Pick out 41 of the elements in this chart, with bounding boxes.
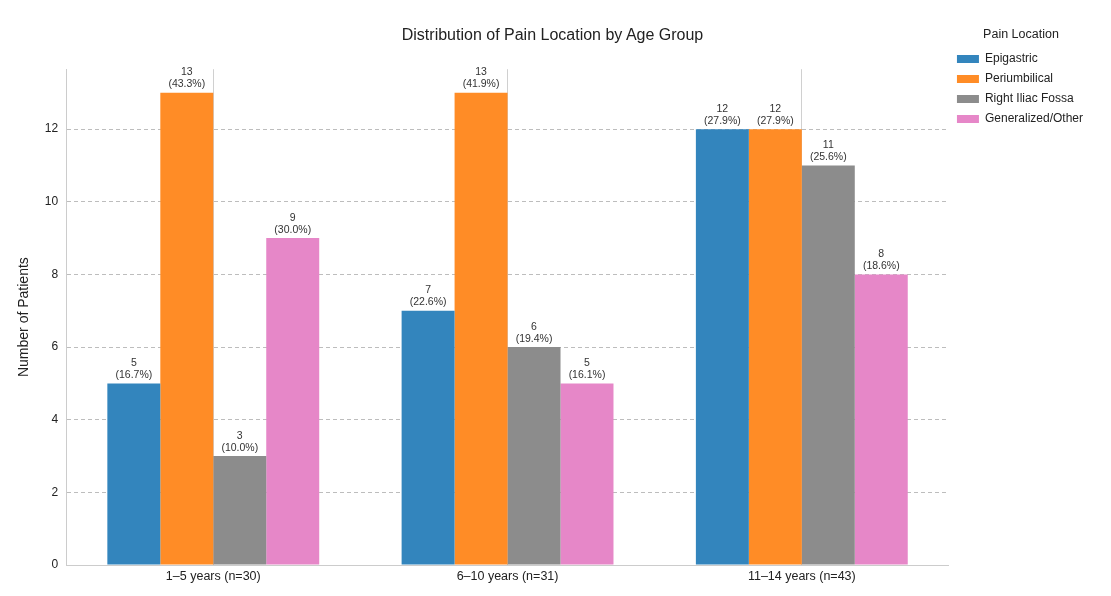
bar xyxy=(748,129,802,565)
data-label: 7 (22.6%) xyxy=(409,283,447,308)
bar xyxy=(160,92,214,565)
data-label: 9 (30.0%) xyxy=(274,210,312,235)
chart-title: Distribution of Pain Location by Age Group xyxy=(401,26,704,44)
bar xyxy=(213,456,267,565)
bar xyxy=(401,310,455,565)
data-label: 13 (43.3%) xyxy=(168,65,206,90)
x-tick-label: 11–14 years (n=43) xyxy=(747,568,856,583)
bar xyxy=(560,383,614,565)
bar xyxy=(507,347,561,565)
data-label: 5 (16.1%) xyxy=(568,356,606,381)
data-label: 5 (16.7%) xyxy=(115,356,153,381)
y-axis-title: Number of Patients xyxy=(15,257,32,378)
bar xyxy=(801,165,855,565)
y-tick-label: 4 xyxy=(51,412,59,427)
y-tick-label: 8 xyxy=(51,266,59,281)
y-tick-label: 12 xyxy=(44,121,59,136)
data-label: 6 (19.4%) xyxy=(515,319,553,344)
bar xyxy=(454,92,508,565)
data-label: 12 (27.9%) xyxy=(756,101,794,126)
data-label: 8 (18.6%) xyxy=(862,247,900,272)
data-label: 13 (41.9%) xyxy=(462,65,500,90)
legend-label: Epigastric xyxy=(984,51,1038,66)
y-tick-label: 6 xyxy=(51,339,59,354)
legend-title: Pain Location xyxy=(983,26,1059,41)
y-tick-label: 10 xyxy=(44,194,59,209)
legend-label: Periumbilical xyxy=(984,71,1053,86)
bar xyxy=(854,274,908,565)
bar xyxy=(107,383,161,565)
data-label: 3 (10.0%) xyxy=(221,428,259,453)
data-label: 11 (25.6%) xyxy=(809,138,847,163)
legend-label: Generalized/Other xyxy=(984,111,1084,126)
y-tick-label: 0 xyxy=(51,557,59,572)
data-label: 12 (27.9%) xyxy=(703,101,741,126)
legend-label: Right Iliac Fossa xyxy=(984,91,1074,106)
x-tick-label: 1–5 years (n=30) xyxy=(165,568,261,583)
bar xyxy=(266,238,320,565)
x-tick-label: 6–10 years (n=31) xyxy=(456,568,559,583)
y-tick-label: 2 xyxy=(51,484,59,499)
bar xyxy=(695,129,749,565)
